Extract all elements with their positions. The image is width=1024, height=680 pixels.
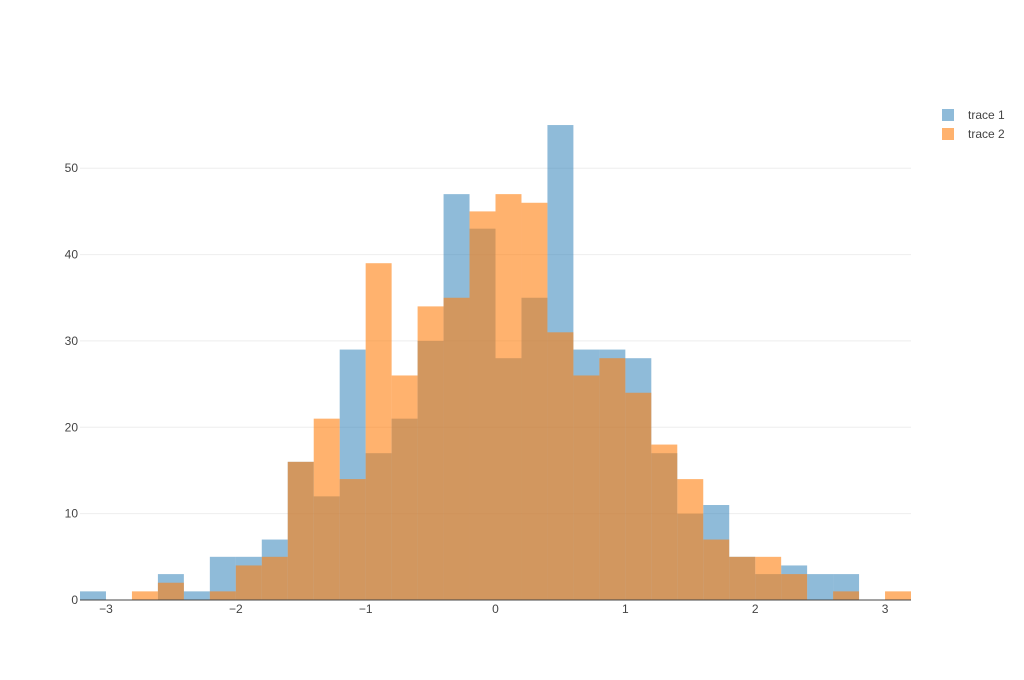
bar-series-2[interactable] [521, 202, 548, 601]
bar-series-2[interactable] [833, 591, 860, 600]
bar-series-2[interactable] [287, 461, 314, 600]
x-tick-label: −3 [99, 602, 113, 616]
bar-series-2[interactable] [573, 375, 600, 600]
x-tick-label: 0 [492, 602, 499, 616]
bar-series-2[interactable] [209, 591, 236, 600]
legend[interactable]: trace 1 trace 2 [942, 108, 1005, 141]
bar-series-2[interactable] [339, 479, 366, 600]
x-tick-label: −1 [359, 602, 373, 616]
legend-item-2[interactable]: trace 2 [942, 127, 1005, 141]
bar-series-2[interactable] [131, 591, 158, 600]
y-tick-label: 10 [65, 507, 79, 521]
x-tick-label: 2 [752, 602, 759, 616]
bar-series-2[interactable] [677, 479, 704, 600]
bar-series-2[interactable] [261, 556, 288, 600]
bar-series-1[interactable] [80, 591, 106, 600]
bar-series-2[interactable] [599, 358, 626, 600]
bar-series-2[interactable] [417, 306, 444, 600]
y-tick-label: 30 [65, 334, 79, 348]
bar-series-2[interactable] [781, 574, 808, 600]
bar-series-2[interactable] [625, 392, 652, 600]
y-tick-label: 20 [65, 420, 79, 434]
bar-series-2[interactable] [703, 539, 730, 600]
bar-series-2[interactable] [365, 263, 392, 600]
bar-series-2[interactable] [443, 297, 470, 600]
bar-series-2[interactable] [391, 375, 418, 600]
bar-series-2[interactable] [157, 582, 184, 600]
bar-series-1[interactable] [807, 574, 834, 600]
axis-layer: 0 10 20 30 40 50 −3 −2 −1 0 1 2 3 [65, 161, 911, 616]
y-tick-label: 50 [65, 161, 79, 175]
x-tick-label: −2 [229, 602, 243, 616]
bar-series-2[interactable] [547, 332, 574, 600]
bars-layer [80, 125, 911, 601]
bar-series-2[interactable] [651, 444, 678, 600]
legend-swatch [942, 128, 954, 140]
bar-series-2[interactable] [755, 556, 782, 600]
bar-series-2[interactable] [313, 418, 340, 600]
legend-label: trace 2 [968, 127, 1005, 141]
legend-label: trace 1 [968, 108, 1005, 122]
bar-series-2[interactable] [469, 211, 496, 600]
x-tick-label: 3 [882, 602, 889, 616]
bar-series-2[interactable] [495, 194, 522, 600]
bar-series-2[interactable] [885, 591, 911, 600]
bar-series-2[interactable] [235, 565, 262, 600]
bar-series-2[interactable] [729, 556, 756, 600]
y-tick-label: 40 [65, 248, 79, 262]
legend-swatch [942, 109, 954, 121]
x-tick-label: 1 [622, 602, 629, 616]
series-2 [131, 194, 911, 601]
bar-series-1[interactable] [183, 591, 210, 600]
legend-item-1[interactable]: trace 1 [942, 108, 1005, 122]
y-tick-label: 0 [71, 593, 78, 607]
